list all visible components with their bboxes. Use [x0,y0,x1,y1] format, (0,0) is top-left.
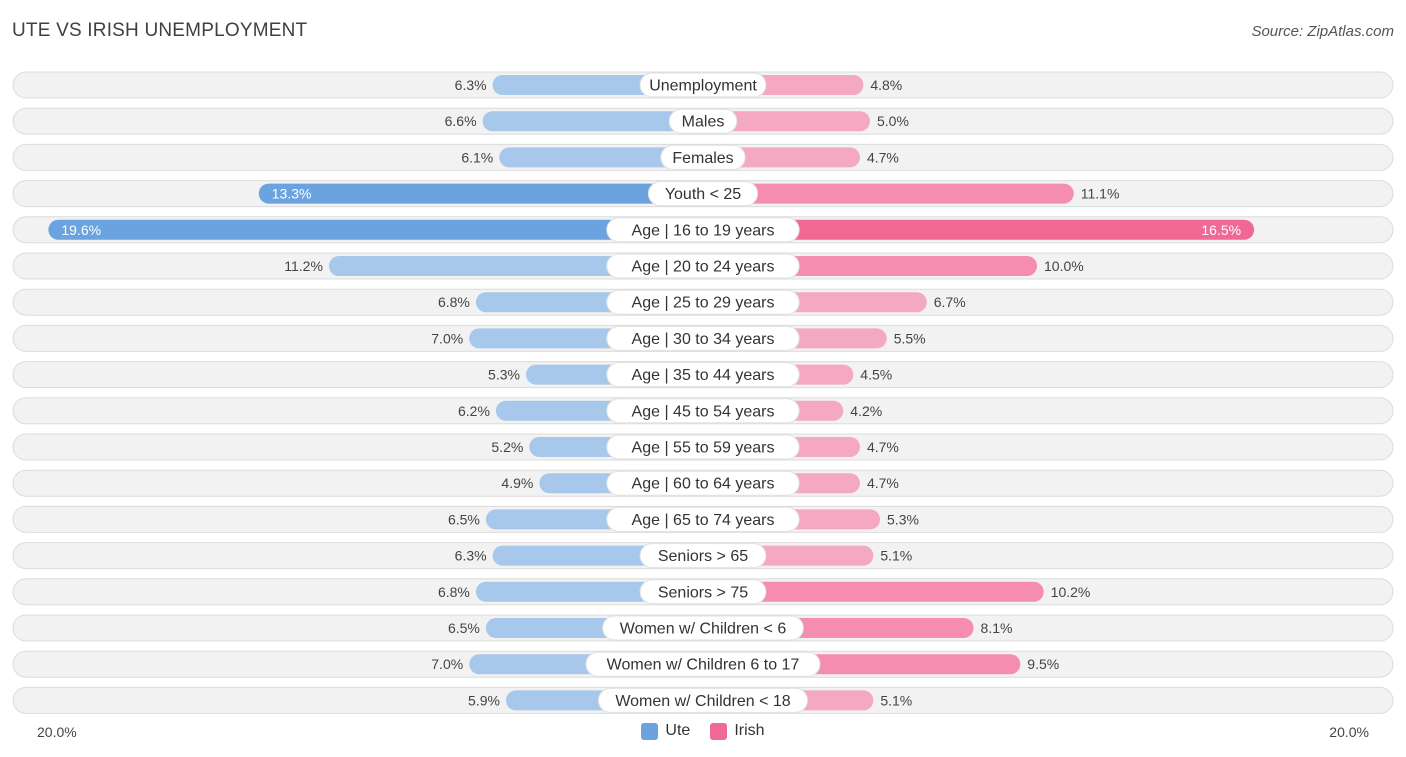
category-label: Age | 30 to 34 years [632,331,775,348]
category-label: Women w/ Children < 6 [620,621,787,638]
category-pill [606,434,800,460]
value-label-ute: 5.2% [491,439,523,455]
chart-title: UTE VS IRISH UNEMPLOYMENT [12,20,308,41]
legend-swatch-irish [710,722,728,740]
value-label-irish: 5.3% [887,511,919,527]
value-label-ute: 19.6% [61,222,101,238]
category-label: Age | 25 to 29 years [632,295,775,312]
category-label: Age | 55 to 59 years [632,440,775,457]
category-pill [606,325,800,351]
category-pill [639,579,767,605]
value-label-irish: 4.2% [850,403,882,419]
value-label-irish: 4.7% [867,439,899,455]
bar-ute [48,219,704,240]
value-label-irish: 4.7% [867,475,899,491]
source-label: Source: ZipAtlas.com [1251,23,1394,40]
category-label: Males [682,114,725,131]
category-label: Women w/ Children 6 to 17 [607,657,800,674]
category-label: Unemployment [649,78,757,95]
category-pill [606,289,800,315]
value-label-irish: 5.0% [877,113,909,129]
category-label: Age | 35 to 44 years [632,367,775,384]
category-label: Seniors > 65 [658,548,748,565]
category-label: Females [672,150,733,167]
bar-irish [703,111,870,132]
value-label-ute: 6.5% [448,620,480,636]
category-label: Age | 16 to 19 years [632,222,775,239]
category-pill [639,543,767,569]
legend-swatch-ute [641,722,659,740]
axis-left-label: 20.0% [37,724,77,740]
value-label-irish: 8.1% [981,620,1013,636]
legend-label-ute: Ute [665,722,691,739]
category-label: Age | 20 to 24 years [632,259,775,276]
value-label-ute: 4.9% [501,475,533,491]
axis-right-label: 20.0% [1329,724,1369,740]
value-label-irish: 4.7% [867,149,899,165]
category-label: Age | 60 to 64 years [632,476,775,493]
value-label-irish: 10.0% [1044,258,1084,274]
value-label-ute: 6.3% [455,77,487,93]
bar-irish [703,219,1255,240]
category-pill [597,687,809,713]
value-label-irish: 4.5% [860,367,892,383]
value-label-ute: 6.8% [438,584,470,600]
legend-item-irish[interactable]: Irish [710,722,765,740]
value-label-ute: 5.9% [468,692,500,708]
value-label-irish: 5.1% [880,548,912,564]
category-pill [606,470,800,496]
category-label: Age | 45 to 54 years [632,403,775,420]
category-pill [660,144,746,170]
value-label-ute: 5.3% [488,367,520,383]
value-label-irish: 5.5% [894,330,926,346]
category-pill [668,108,738,134]
bar-ute [258,183,703,204]
value-label-ute: 6.2% [458,403,490,419]
legend-item-ute[interactable]: Ute [641,722,690,740]
value-label-ute: 11.2% [284,258,323,274]
legend-label-irish: Irish [734,722,765,739]
bar-irish [703,581,1044,602]
value-label-ute: 6.5% [448,511,480,527]
value-label-ute: 6.6% [445,113,477,129]
bar-irish [703,183,1074,204]
legend: Ute Irish [0,722,1406,740]
value-label-irish: 10.2% [1051,584,1091,600]
value-label-ute: 6.8% [438,294,470,310]
category-pill [606,398,800,424]
category-pill [639,72,767,98]
value-label-irish: 11.1% [1081,186,1120,202]
category-label: Youth < 25 [665,186,741,203]
category-label: Seniors > 75 [658,584,748,601]
value-label-irish: 5.1% [880,692,912,708]
value-label-irish: 16.5% [1201,222,1241,238]
value-label-irish: 6.7% [934,294,966,310]
value-label-ute: 6.1% [461,149,493,165]
category-label: Women w/ Children < 18 [615,693,790,710]
category-pill [585,651,821,677]
value-label-ute: 7.0% [431,330,463,346]
bar-ute [482,111,703,132]
value-label-ute: 7.0% [431,656,463,672]
category-pill [606,217,800,243]
bar-ute [499,147,703,168]
value-label-irish: 9.5% [1027,656,1059,672]
category-pill [606,362,800,388]
category-pill [602,615,804,641]
category-label: Age | 65 to 74 years [632,512,775,529]
value-label-ute: 13.3% [272,186,312,202]
category-pill [647,181,759,207]
category-pill [606,253,800,279]
value-label-ute: 6.3% [455,548,487,564]
category-pill [606,506,800,532]
value-label-irish: 4.8% [870,77,902,93]
